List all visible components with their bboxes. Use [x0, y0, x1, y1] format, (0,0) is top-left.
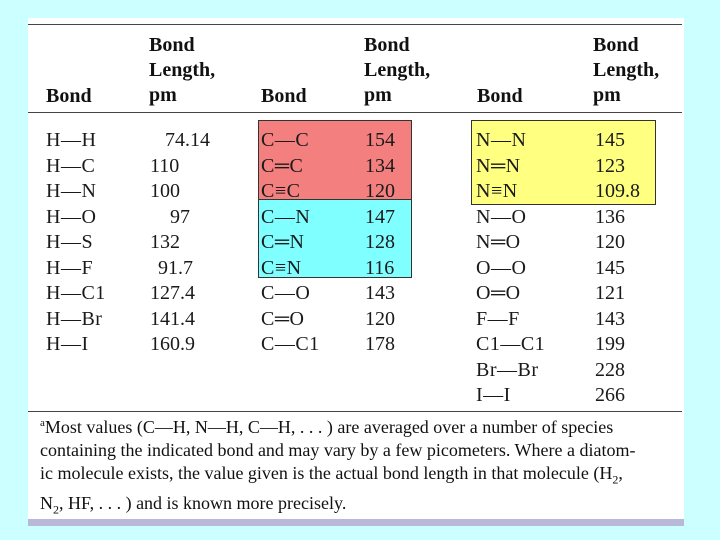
table-row-bond: C1—C1 — [476, 333, 546, 355]
table-row-bond: C═N — [261, 231, 305, 253]
bond-column-1: H—H H—C H—N H—O H—S H—F H—C1 H—Br H—I — [46, 128, 106, 358]
bottom-bar — [28, 519, 684, 526]
table-row-bond: C—C — [261, 129, 310, 151]
table-row-bond: H—H — [46, 129, 97, 151]
subscript: 2 — [612, 472, 619, 487]
highlight-nitrogen-nitrogen — [471, 120, 656, 205]
header-length-3: Bond Length, pm — [593, 34, 660, 106]
table-row-length: 120 — [365, 180, 395, 202]
table-row-length: 145 — [595, 256, 625, 279]
length-column-3: 145 123 109.8 136 120 145 121 143 199 22… — [595, 128, 640, 409]
table-row-bond: H—C1 — [46, 282, 106, 304]
footnote-text: ic molecule exists, the value given is t… — [40, 463, 613, 483]
footnote-line-4: N2, HF, . . . ) and is known more precis… — [40, 492, 680, 522]
footnote-text: Most values (C—H, N—H, C—H, . . . ) are … — [44, 417, 614, 437]
table-row-length: 147 — [365, 205, 395, 228]
length-column-1: 74.14 110 100 97 132 91.7 127.4 141.4 16… — [150, 128, 210, 358]
table-row-length: 91.7 — [158, 256, 193, 279]
footnote-text: , — [618, 463, 623, 483]
bond-column-2: C—C C═C C≡C C—N C═N C≡N C—O C═O C—C1 — [261, 128, 320, 358]
table-row-bond: H—O — [46, 205, 97, 228]
footnote-line-1: aMost values (C—H, N—H, C—H, . . . ) are… — [40, 416, 680, 439]
table-row-bond: C—N — [261, 205, 311, 228]
table-row-bond: H—S — [46, 231, 94, 253]
table-row-length: 141.4 — [150, 307, 195, 330]
table-row-length: 110 — [150, 154, 180, 177]
table-row-length: 228 — [595, 358, 625, 381]
table-row-length: 120 — [595, 231, 625, 253]
table-row-bond: N≡N — [476, 180, 518, 202]
table-row-bond: H—F — [46, 256, 94, 279]
table-row-bond: N═O — [476, 231, 521, 253]
table-row-length: 74.14 — [165, 129, 210, 151]
table-row-bond: C—C1 — [261, 333, 320, 355]
length-column-2: 154 134 120 147 128 116 143 120 178 — [365, 128, 395, 358]
table-row-bond: F—F — [476, 307, 520, 330]
table-row-bond: Br—Br — [476, 358, 539, 381]
footnote-text: N — [40, 492, 53, 513]
table-row-bond: I—I — [476, 384, 511, 406]
table-row-length: 97 — [170, 205, 190, 228]
header-bond-2: Bond — [261, 85, 307, 107]
footnote-line-2: containing the indicated bond and may va… — [40, 440, 636, 460]
table-row-bond: H—C — [46, 154, 96, 177]
subscript: 2 — [53, 502, 59, 517]
table-row-length: 266 — [595, 384, 625, 406]
footnote-text: , HF, . . . ) and is known more precisel… — [59, 492, 347, 513]
table-row-length: 134 — [365, 154, 395, 177]
table-row-length: 123 — [595, 154, 625, 177]
table-row-length: 127.4 — [150, 282, 195, 304]
table-row-bond: H—N — [46, 180, 97, 202]
table-row-bond: C≡C — [261, 180, 301, 202]
table-row-bond: N—N — [476, 129, 527, 151]
header-bond-3: Bond — [477, 85, 523, 107]
table-row-length: 143 — [365, 282, 395, 304]
table-row-length: 160.9 — [150, 333, 195, 355]
header-length-2: Bond Length, pm — [364, 34, 431, 106]
table-row-length: 132 — [150, 231, 180, 253]
top-rule — [28, 24, 682, 25]
header-bond-1: Bond — [46, 85, 92, 107]
table-row-bond: C═C — [261, 154, 304, 177]
table-row-length: 143 — [595, 307, 625, 330]
highlight-carbon-nitrogen — [258, 199, 412, 278]
footnote-marker: a — [40, 417, 45, 429]
table-row-bond: O—O — [476, 256, 527, 279]
bond-column-3: N—N N═N N≡N N—O N═O O—O O═O F—F C1—C1 Br… — [476, 128, 545, 409]
table-row-length: 121 — [595, 282, 625, 304]
footnote: aMost values (C—H, N—H, C—H, . . . ) are… — [40, 416, 680, 521]
table-row-length: 109.8 — [595, 180, 640, 202]
table-row-bond: H—Br — [46, 307, 103, 330]
table-row-length: 154 — [365, 129, 395, 151]
footnote-line-3: ic molecule exists, the value given is t… — [40, 462, 680, 492]
footnote-rule — [28, 411, 682, 412]
highlight-carbon-carbon — [258, 120, 412, 200]
table-row-length: 100 — [150, 180, 180, 202]
table-row-length: 136 — [595, 205, 625, 228]
table-row-bond: H—I — [46, 333, 89, 355]
header-rule — [28, 112, 682, 113]
table-row-length: 145 — [595, 129, 625, 151]
table-row-bond: N—O — [476, 205, 527, 228]
table-row-length: 128 — [365, 231, 395, 253]
table-row-bond: N═N — [476, 154, 521, 177]
table-row-length: 199 — [595, 333, 625, 355]
table-row-length: 116 — [365, 256, 395, 279]
table-row-bond: C—O — [261, 282, 311, 304]
header-length-1: Bond Length, pm — [149, 34, 216, 106]
table-row-length: 178 — [365, 333, 395, 355]
table-row-bond: C≡N — [261, 256, 302, 279]
table-row-length: 120 — [365, 307, 395, 330]
table-row-bond: O═O — [476, 282, 521, 304]
table-row-bond: C═O — [261, 307, 305, 330]
